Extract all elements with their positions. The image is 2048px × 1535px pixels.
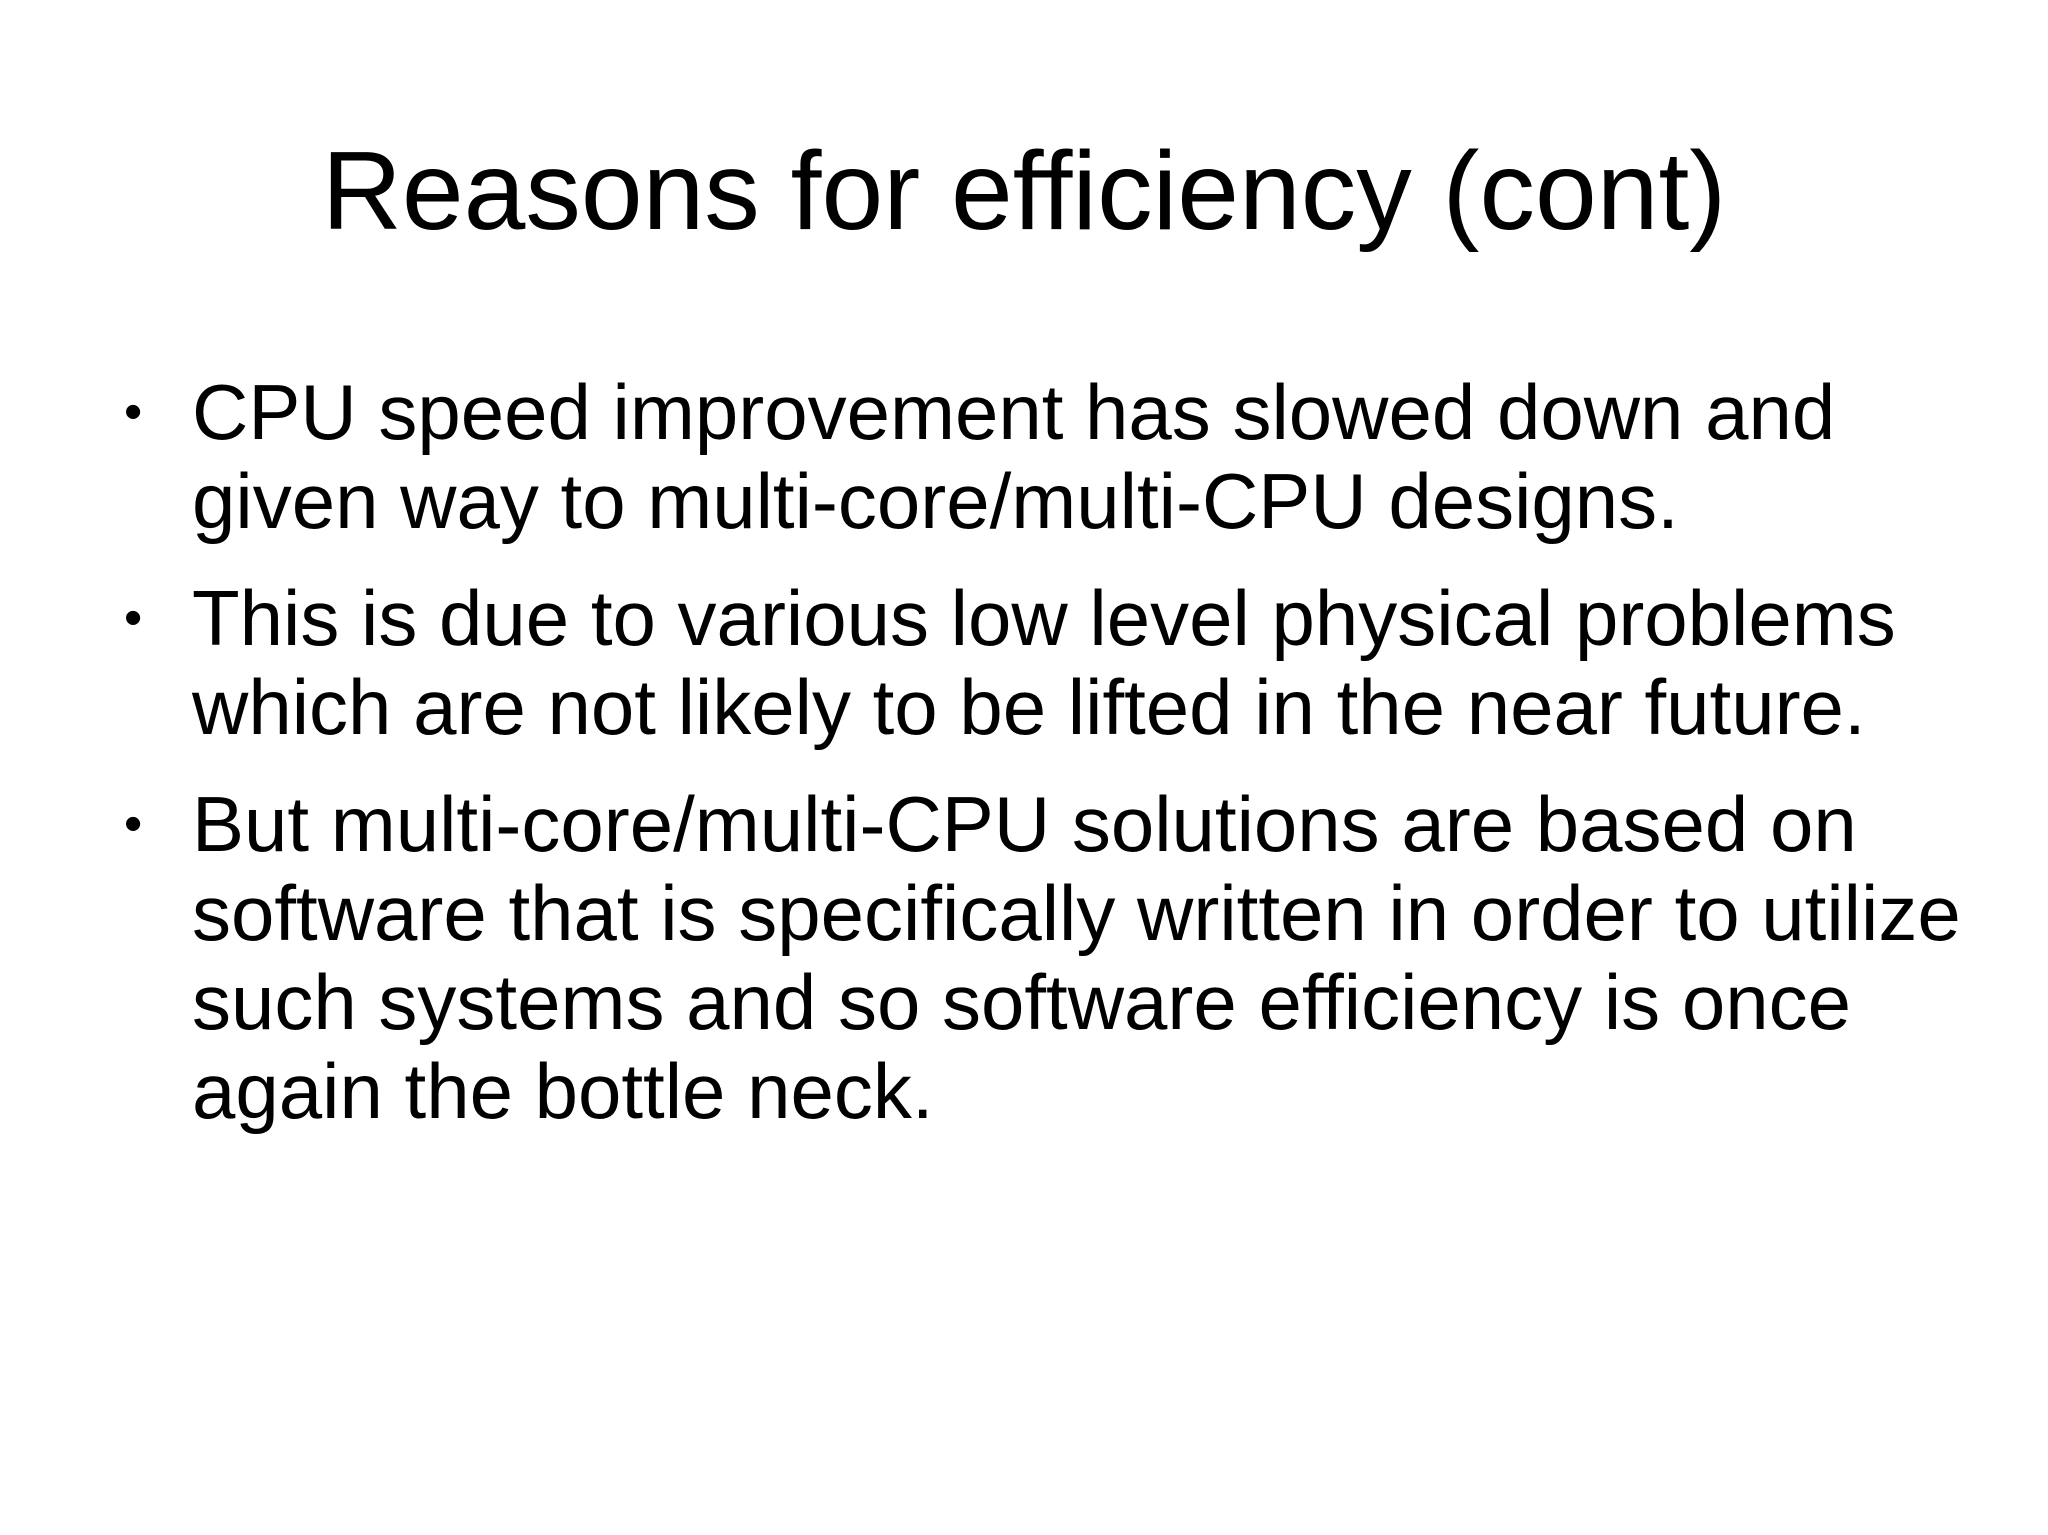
slide-title: Reasons for efficiency (cont) (321, 129, 1727, 253)
bullet-dot-icon: • (124, 795, 143, 853)
bullet-list: • CPU speed improvement has slowed down … (124, 368, 2004, 1164)
bullet-text-2: This is due to various low level physica… (192, 574, 1896, 751)
bullet-text-1: CPU speed improvement has slowed down an… (192, 368, 1836, 545)
bullet-dot-icon: • (124, 383, 143, 441)
bullet-text-3: But multi-core/multi-CPU solutions are b… (192, 780, 1961, 1135)
bullet-dot-icon: • (124, 589, 143, 647)
bullet-item-3: • But multi-core/multi-CPU solutions are… (124, 780, 2004, 1136)
bullet-item-1: • CPU speed improvement has slowed down … (124, 368, 2004, 546)
bullet-item-2: • This is due to various low level physi… (124, 574, 2004, 752)
